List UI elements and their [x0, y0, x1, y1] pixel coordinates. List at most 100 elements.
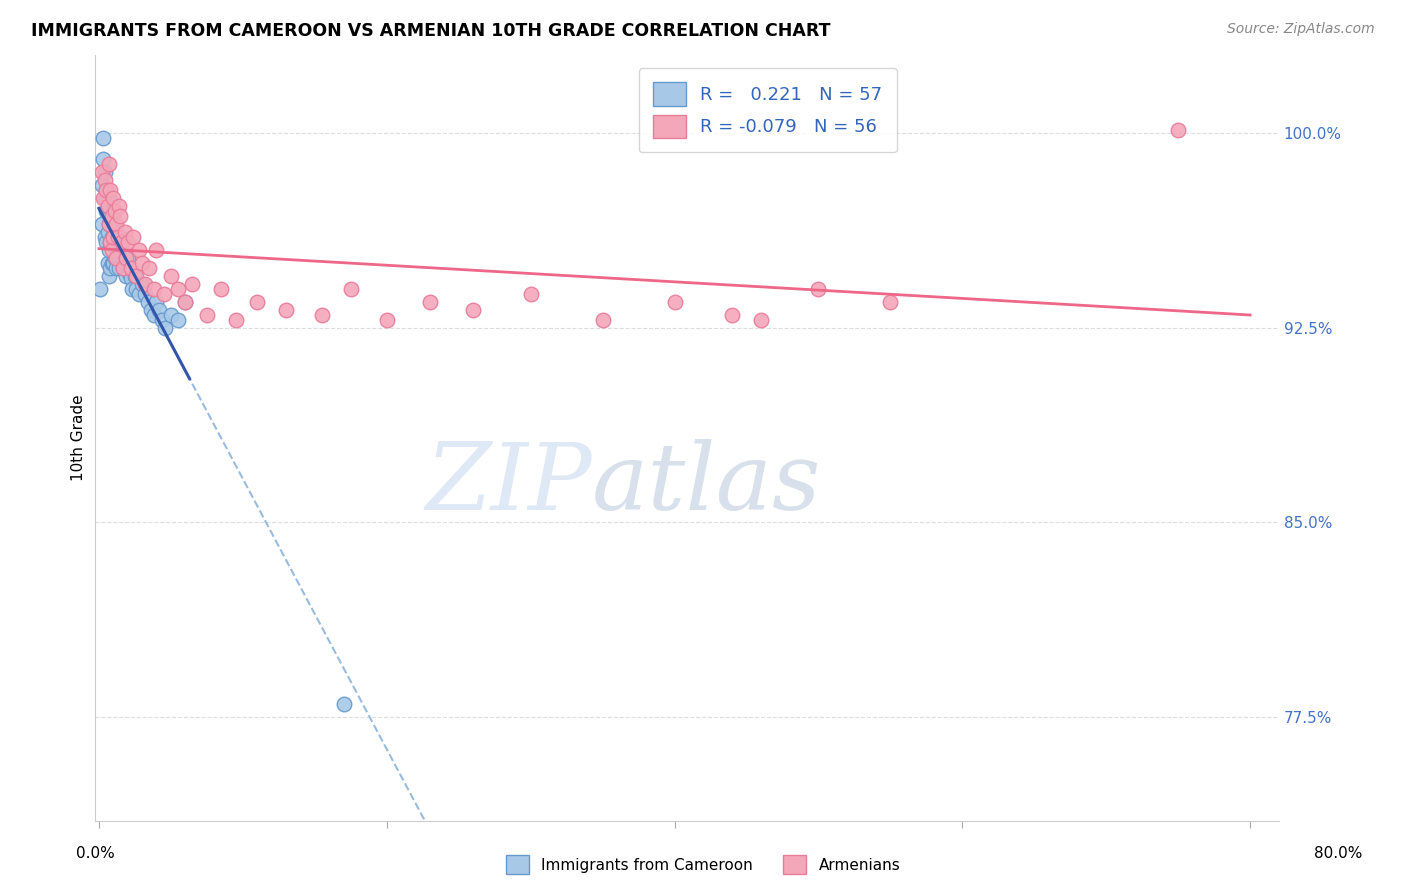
Point	[93, 165, 115, 179]
Point	[131, 277, 153, 291]
Point	[94, 235, 117, 249]
Point	[749, 313, 772, 327]
Point	[91, 131, 114, 145]
Point	[114, 256, 136, 270]
Point	[101, 209, 124, 223]
Point	[519, 287, 541, 301]
Point	[138, 260, 160, 275]
Point	[97, 217, 120, 231]
Point	[117, 235, 139, 249]
Point	[174, 294, 197, 309]
Point	[142, 282, 165, 296]
Point	[103, 203, 125, 218]
Point	[120, 260, 142, 275]
Point	[339, 282, 361, 296]
Point	[96, 199, 118, 213]
Point	[174, 294, 197, 309]
Point	[105, 217, 128, 231]
Point	[181, 277, 204, 291]
Point	[118, 266, 141, 280]
Point	[142, 308, 165, 322]
Point	[93, 173, 115, 187]
Point	[160, 268, 183, 283]
Point	[152, 287, 174, 301]
Point	[167, 282, 190, 296]
Point	[91, 191, 114, 205]
Point	[93, 230, 115, 244]
Point	[108, 260, 131, 275]
Point	[209, 282, 232, 296]
Text: atlas: atlas	[592, 439, 821, 529]
Point	[592, 313, 614, 327]
Point	[115, 268, 138, 283]
Point	[145, 294, 167, 309]
Point	[120, 271, 142, 285]
Text: ZIP: ZIP	[426, 439, 592, 529]
Point	[105, 251, 128, 265]
Point	[100, 183, 122, 197]
Point	[375, 313, 398, 327]
Point	[114, 225, 136, 239]
Point	[461, 302, 484, 317]
Point	[122, 230, 145, 244]
Point	[103, 191, 125, 205]
Point	[97, 157, 120, 171]
Point	[90, 178, 112, 192]
Point	[167, 313, 190, 327]
Point	[101, 256, 124, 270]
Text: 0.0%: 0.0%	[76, 847, 115, 861]
Point	[134, 277, 156, 291]
Point	[94, 203, 117, 218]
Point	[100, 235, 122, 249]
Point	[111, 235, 134, 249]
Text: 80.0%: 80.0%	[1315, 847, 1362, 861]
Point	[104, 225, 127, 239]
Point	[136, 294, 159, 309]
Point	[101, 230, 124, 244]
Legend: R =   0.221   N = 57, R = -0.079   N = 56: R = 0.221 N = 57, R = -0.079 N = 56	[638, 68, 897, 153]
Point	[246, 294, 269, 309]
Text: Source: ZipAtlas.com: Source: ZipAtlas.com	[1227, 22, 1375, 37]
Point	[97, 217, 120, 231]
Point	[128, 243, 150, 257]
Point	[112, 260, 135, 275]
Point	[115, 251, 138, 265]
Point	[100, 235, 122, 249]
Point	[139, 302, 162, 317]
Point	[96, 256, 118, 270]
Point	[111, 243, 134, 257]
Point	[97, 268, 120, 283]
Point	[721, 308, 744, 322]
Point	[107, 230, 129, 244]
Point	[104, 203, 127, 218]
Point	[103, 256, 125, 270]
Point	[153, 320, 176, 334]
Point	[274, 302, 297, 317]
Point	[112, 260, 135, 275]
Point	[879, 294, 901, 309]
Point	[97, 243, 120, 257]
Point	[128, 287, 150, 301]
Text: IMMIGRANTS FROM CAMEROON VS ARMENIAN 10TH GRADE CORRELATION CHART: IMMIGRANTS FROM CAMEROON VS ARMENIAN 10T…	[31, 22, 831, 40]
Point	[90, 165, 112, 179]
Point	[311, 308, 333, 322]
Point	[124, 268, 146, 283]
Point	[419, 294, 441, 309]
Point	[108, 199, 131, 213]
Point	[100, 209, 122, 223]
Point	[131, 256, 153, 270]
Point	[332, 697, 354, 711]
Point	[105, 235, 128, 249]
Point	[90, 217, 112, 231]
Point	[94, 183, 117, 197]
Point	[104, 251, 127, 265]
Point	[100, 260, 122, 275]
Point	[91, 152, 114, 166]
Point	[664, 294, 686, 309]
Point	[125, 282, 148, 296]
Point	[134, 287, 156, 301]
Point	[103, 230, 125, 244]
Point	[145, 243, 167, 257]
Point	[103, 230, 125, 244]
Point	[93, 191, 115, 205]
